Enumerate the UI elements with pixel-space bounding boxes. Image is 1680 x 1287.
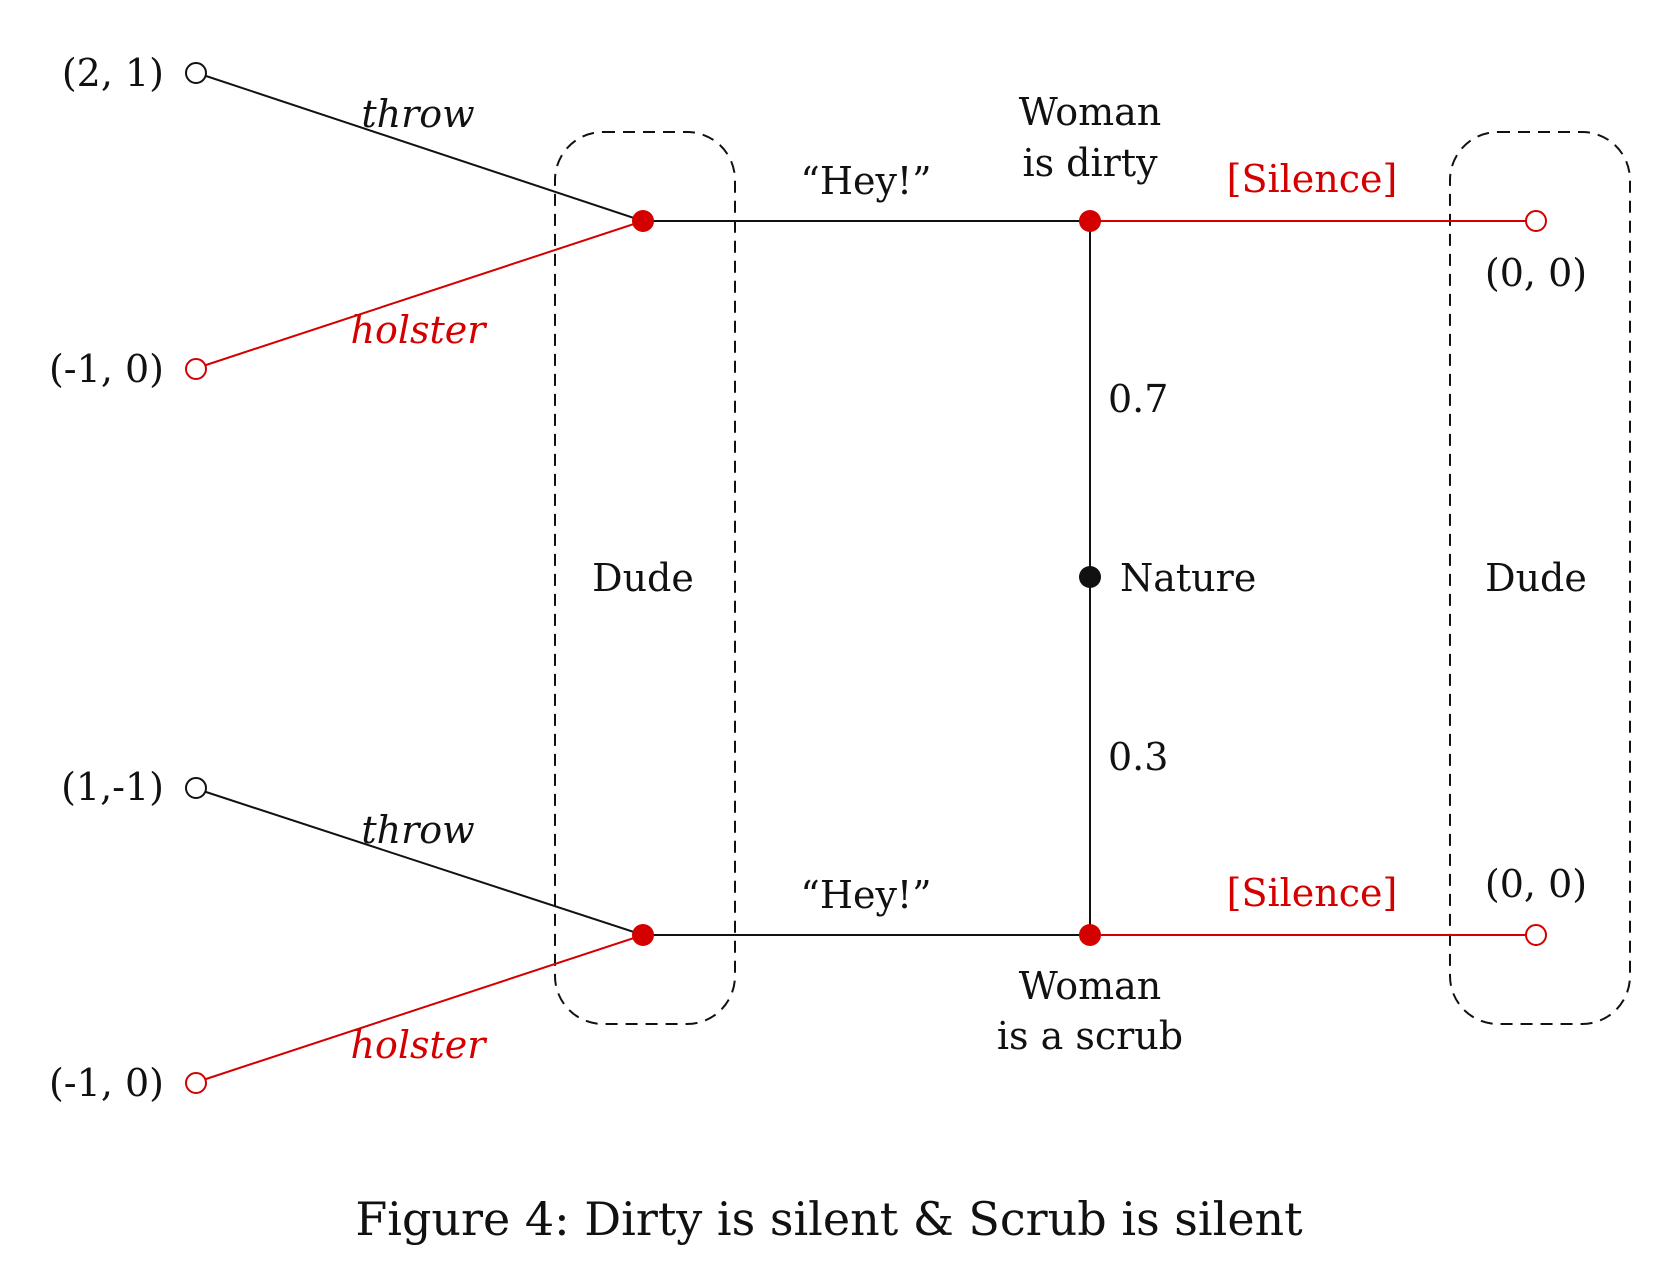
payoff-right-top: (0, 0)	[1485, 251, 1587, 295]
hey-label-bottom: “Hey!”	[800, 873, 931, 917]
terminal-right-bottom	[1525, 924, 1547, 946]
silence-label-bottom: [Silence]	[1227, 871, 1398, 915]
dude-label-right: Dude	[1485, 556, 1587, 600]
holster-label-bottom: holster	[351, 1023, 489, 1067]
throw-edge-top	[202, 74, 644, 222]
probability-scrub: 0.3	[1108, 735, 1168, 779]
terminal-right-top	[1525, 210, 1547, 232]
payoff-top-throw: (2, 1)	[62, 51, 164, 95]
left-information-set	[554, 131, 736, 1025]
dude-node-top	[632, 210, 654, 232]
woman-dirty-node	[1079, 210, 1101, 232]
payoff-top-holster: (-1, 0)	[49, 347, 164, 391]
woman-dirty-label-line2: is dirty	[1022, 141, 1158, 185]
payoff-bottom-throw: (1,-1)	[61, 765, 164, 809]
nature-node	[1079, 566, 1101, 588]
payoff-right-bottom: (0, 0)	[1485, 862, 1587, 906]
holster-edge-bottom	[202, 934, 644, 1081]
silence-label-top: [Silence]	[1227, 157, 1398, 201]
right-information-set	[1449, 131, 1631, 1025]
throw-label-bottom: throw	[361, 808, 474, 852]
terminal-top-throw	[185, 62, 207, 84]
probability-dirty: 0.7	[1108, 377, 1168, 421]
holster-edge-top	[202, 220, 644, 367]
dude-label-left: Dude	[592, 556, 694, 600]
holster-label-top: holster	[351, 308, 489, 352]
terminal-top-holster	[185, 358, 207, 380]
nature-label: Nature	[1120, 556, 1256, 600]
hey-label-top: “Hey!”	[800, 159, 931, 203]
woman-scrub-node	[1079, 924, 1101, 946]
woman-scrub-label-line1: Woman	[1019, 964, 1162, 1008]
throw-label-top: throw	[361, 92, 474, 136]
payoff-bottom-holster: (-1, 0)	[49, 1061, 164, 1105]
woman-dirty-label-line1: Woman	[1019, 90, 1162, 134]
figure-caption: Figure 4: Dirty is silent & Scrub is sil…	[355, 1192, 1303, 1246]
throw-edge-bottom	[202, 790, 644, 936]
woman-scrub-label-line2: is a scrub	[997, 1014, 1183, 1058]
dude-node-bottom	[632, 924, 654, 946]
terminal-bottom-holster	[185, 1072, 207, 1094]
terminal-bottom-throw	[185, 777, 207, 799]
